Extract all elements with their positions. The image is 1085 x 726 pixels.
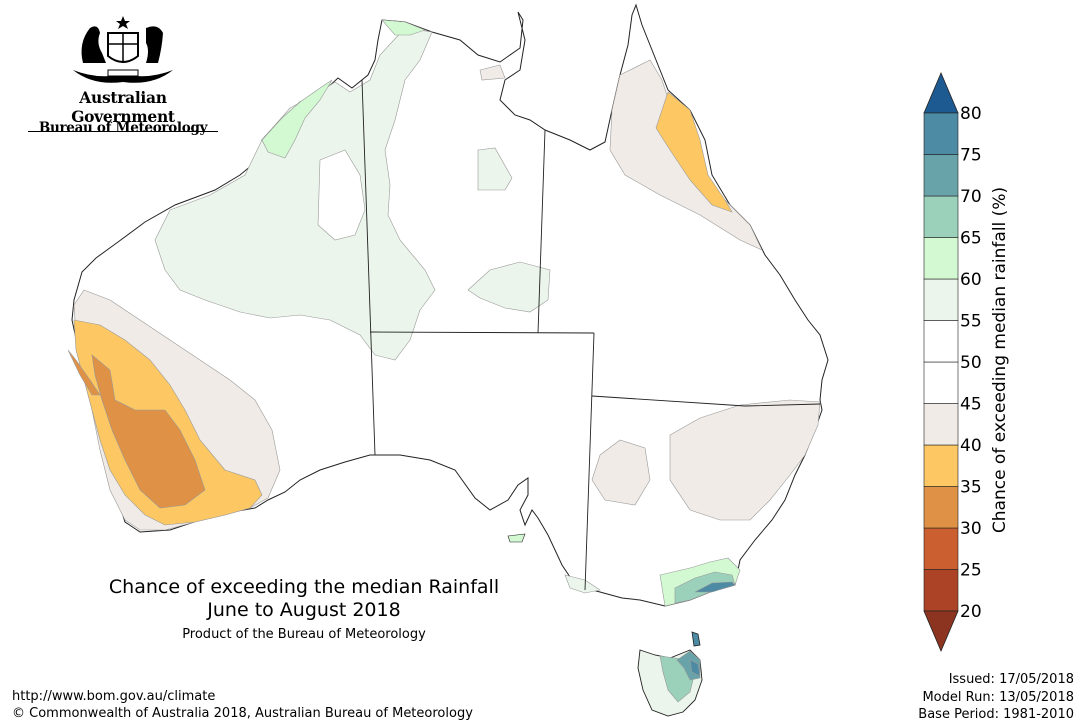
legend-title: Chance of exceeding median rainfall (%) bbox=[990, 187, 1010, 533]
source-url[interactable]: http://www.bom.gov.au/climate bbox=[12, 689, 216, 704]
legend-tick-label: 40 bbox=[960, 436, 982, 456]
legend-band bbox=[923, 154, 959, 197]
footer-left: http://www.bom.gov.au/climate © Commonwe… bbox=[12, 688, 473, 722]
copyright: © Commonwealth of Australia 2018, Austra… bbox=[12, 706, 473, 721]
legend-band bbox=[923, 527, 959, 570]
government-logo: Australian Government Bureau of Meteorol… bbox=[28, 8, 218, 138]
legend-tick-label: 70 bbox=[960, 187, 982, 207]
map-subtitle: June to August 2018 bbox=[207, 599, 401, 621]
region-wa-coastal-strip bbox=[67, 349, 101, 396]
map-title: Chance of exceeding the median Rainfall bbox=[108, 576, 500, 598]
legend-band bbox=[923, 444, 959, 487]
legend-band bbox=[923, 403, 959, 446]
legend-tick-label: 30 bbox=[960, 519, 982, 539]
legend-tick-label: 65 bbox=[960, 229, 982, 249]
agency-name: Bureau of Meteorology bbox=[38, 120, 208, 136]
legend-tick-label: 45 bbox=[960, 395, 982, 415]
region-top-end-green bbox=[381, 19, 426, 36]
legend-tick-label: 50 bbox=[960, 353, 982, 373]
region-wa-dark-orange-30-35 bbox=[91, 354, 206, 509]
region-sa-coast-green bbox=[564, 574, 601, 594]
legend-tick-label: 20 bbox=[960, 602, 982, 622]
legend-band bbox=[923, 278, 959, 321]
region-nq-coast-orange bbox=[655, 91, 733, 213]
government-name: Australian Government bbox=[28, 88, 218, 132]
issued-date: Issued: 17/05/2018 bbox=[948, 672, 1074, 687]
legend-tick-label: 35 bbox=[960, 478, 982, 498]
legend-tick-label: 55 bbox=[960, 312, 982, 332]
state-borders bbox=[361, 79, 821, 591]
legend-band bbox=[923, 237, 959, 280]
flinders-island bbox=[691, 631, 701, 647]
legend-band bbox=[923, 112, 959, 155]
region-kimberley-coast bbox=[261, 79, 333, 159]
legend-tick-label: 60 bbox=[960, 270, 982, 290]
region-nt-green-1 bbox=[477, 147, 513, 191]
legend-bands bbox=[923, 71, 959, 653]
tasmania-dark-teal bbox=[689, 659, 701, 677]
product-credit: Product of the Bureau of Meteorology bbox=[182, 627, 426, 642]
model-run-date: Model Run: 13/05/2018 bbox=[922, 689, 1074, 705]
legend-tick-label: 75 bbox=[960, 146, 982, 166]
legend-band bbox=[923, 195, 959, 238]
region-nt-green-2 bbox=[467, 261, 551, 313]
legend-cap-top bbox=[923, 71, 959, 114]
legend-colorbar: 20 25 30 35 40 45 50 55 60 65 70 75 80 Chance of exc… bbox=[923, 71, 1010, 653]
region-sa-beige bbox=[591, 439, 651, 506]
legend-tick-labels: 20 25 30 35 40 45 50 55 60 65 70 75 80 bbox=[960, 104, 982, 622]
legend-band bbox=[923, 361, 959, 404]
map-title-block: Chance of exceeding the median Rainfall … bbox=[40, 576, 568, 642]
legend-band bbox=[923, 569, 959, 612]
legend-band bbox=[923, 486, 959, 529]
region-nsw-beige bbox=[669, 399, 821, 521]
region-vic-teal bbox=[694, 581, 736, 593]
coat-of-arms-icon bbox=[73, 16, 173, 83]
region-gulf-beige bbox=[479, 64, 506, 81]
region-central-white bbox=[317, 149, 366, 241]
legend-cap-bottom bbox=[923, 610, 959, 653]
legend-tick-label: 80 bbox=[960, 104, 982, 124]
base-period: Base Period: 1981-2010 bbox=[918, 707, 1074, 722]
footer-right: Issued: 17/05/2018 Model Run: 13/05/2018… bbox=[918, 671, 1074, 724]
legend-tick-label: 25 bbox=[960, 561, 982, 581]
legend-band bbox=[923, 320, 959, 363]
region-northern-green bbox=[154, 27, 436, 361]
region-eyre-green bbox=[507, 533, 526, 543]
